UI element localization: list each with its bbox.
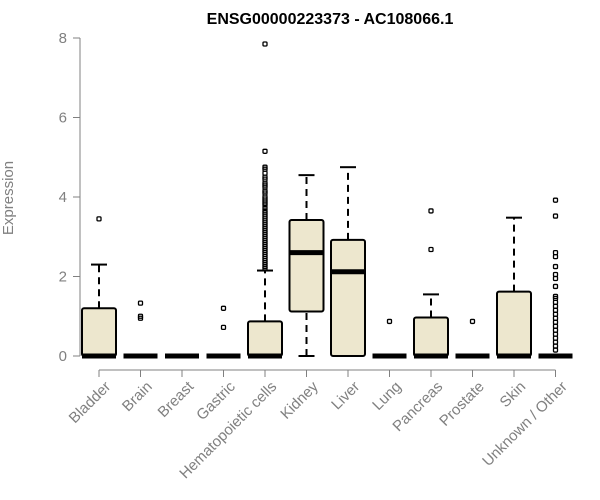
outlier-point	[552, 263, 559, 270]
box-iqr	[247, 320, 283, 358]
x-tick-label: Skin	[497, 378, 530, 411]
box-group-kidney	[288, 174, 325, 357]
outlier-point	[96, 216, 102, 222]
outlier-point	[469, 318, 476, 325]
box-group-hematopoietic-cells	[247, 41, 283, 359]
outlier-point	[262, 202, 268, 208]
box-iqr	[81, 307, 117, 357]
outlier-point	[552, 347, 559, 353]
box-group-gastric	[206, 305, 241, 359]
outlier-point	[552, 275, 559, 282]
box-group-lung	[372, 318, 407, 359]
y-axis-label: Expression	[0, 161, 17, 235]
box-iqr	[288, 219, 325, 313]
outlier-point	[220, 305, 227, 311]
outlier-point	[552, 213, 559, 219]
x-tick-label: Liver	[328, 378, 363, 413]
box-group-pancreas	[413, 208, 449, 359]
outlier-point	[428, 246, 434, 253]
outlier-point	[552, 197, 559, 203]
y-tick-label: 2	[59, 269, 67, 286]
box-group-unknown-other	[538, 197, 573, 359]
outlier-point	[220, 324, 227, 331]
box-iqr	[413, 316, 449, 358]
box-group-skin	[496, 216, 532, 359]
box-group-brain	[123, 300, 158, 359]
y-tick-label: 8	[59, 30, 67, 47]
y-tick-label: 4	[59, 189, 67, 206]
outlier-point	[262, 148, 268, 154]
x-tick-label: Breast	[155, 378, 198, 421]
outlier-point	[262, 265, 268, 272]
x-tick-label: Prostate	[436, 378, 488, 430]
box-group-bladder	[81, 216, 117, 359]
outlier-point	[137, 300, 144, 306]
outlier-point	[262, 41, 268, 47]
axes: 0 2 4 6 8	[59, 30, 556, 377]
box-iqr	[496, 290, 532, 358]
x-tick-label: Kidney	[277, 378, 322, 423]
x-tick-label: Brain	[119, 378, 156, 415]
outlier-point	[552, 253, 559, 260]
chart-title: ENSG00000223373 - AC108066.1	[207, 11, 454, 28]
outlier-point	[137, 315, 144, 321]
outlier-point	[386, 318, 393, 325]
box-group-prostate	[455, 318, 490, 359]
outlier-point	[428, 208, 434, 214]
x-tick-label: Lung	[369, 378, 405, 414]
x-tick-label: Bladder	[66, 378, 115, 427]
y-tick-label: 6	[59, 110, 67, 127]
box-group-liver	[330, 166, 366, 357]
y-tick-label: 0	[59, 348, 67, 365]
boxes	[81, 41, 573, 359]
outlier-point	[262, 205, 268, 211]
outlier-point	[552, 283, 559, 290]
box-iqr	[330, 238, 366, 357]
